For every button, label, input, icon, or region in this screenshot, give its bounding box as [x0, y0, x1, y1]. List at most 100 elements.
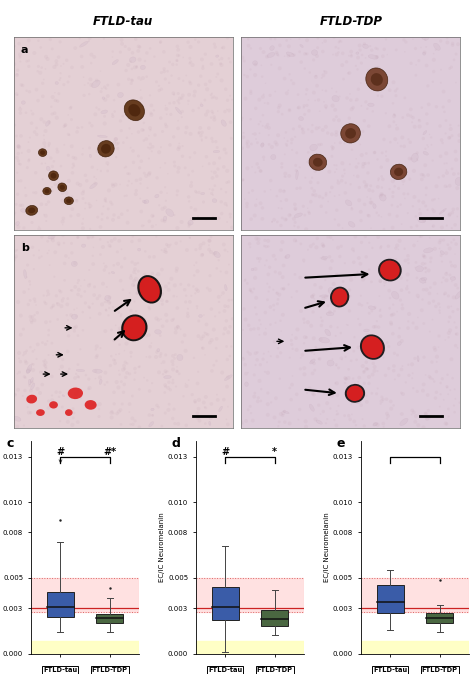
Point [30, 264, 37, 274]
Point [111, 358, 119, 369]
Point [337, 137, 344, 148]
Point [343, 92, 351, 103]
Point [283, 139, 290, 150]
Point [333, 111, 340, 122]
Point [142, 330, 150, 341]
Point [326, 166, 333, 177]
Point [46, 259, 54, 270]
Point [42, 298, 50, 309]
Point [244, 367, 252, 378]
Point [342, 177, 349, 188]
Ellipse shape [102, 97, 105, 99]
Point [275, 417, 283, 427]
Point [175, 142, 183, 152]
Point [341, 131, 349, 142]
Point [55, 285, 63, 296]
Point [130, 99, 137, 110]
Point [33, 129, 41, 140]
Point [357, 100, 365, 111]
Point [26, 86, 33, 97]
Point [170, 89, 178, 100]
Point [135, 266, 142, 276]
Point [398, 388, 405, 398]
Point [228, 94, 236, 105]
Point [398, 336, 406, 346]
Point [48, 390, 56, 401]
Point [414, 312, 422, 323]
Point [224, 401, 232, 412]
Point [390, 361, 398, 371]
Point [155, 269, 162, 280]
Point [392, 90, 400, 101]
Point [442, 128, 449, 139]
Point [192, 257, 200, 268]
Point [145, 302, 153, 313]
Point [426, 326, 434, 337]
Point [113, 408, 121, 419]
Point [372, 321, 379, 332]
Point [253, 194, 260, 205]
Point [51, 179, 59, 189]
Ellipse shape [345, 128, 356, 139]
Point [435, 299, 443, 309]
Point [255, 330, 263, 340]
Point [20, 420, 27, 431]
Ellipse shape [68, 388, 83, 399]
Point [208, 88, 216, 99]
Point [337, 241, 345, 251]
Point [115, 406, 123, 417]
Point [86, 278, 94, 289]
Ellipse shape [364, 329, 369, 332]
Point [22, 356, 29, 367]
Point [10, 209, 18, 220]
Ellipse shape [200, 104, 203, 106]
Point [77, 280, 85, 291]
Point [334, 243, 342, 253]
Point [240, 127, 247, 138]
Point [175, 73, 182, 84]
Point [29, 365, 37, 375]
Point [104, 80, 111, 90]
Point [300, 127, 307, 137]
Point [119, 111, 127, 121]
Point [375, 210, 383, 221]
Point [223, 267, 230, 278]
Point [42, 158, 49, 168]
Ellipse shape [397, 342, 401, 346]
Point [377, 304, 384, 315]
Point [404, 254, 412, 265]
Point [420, 171, 428, 181]
Point [314, 42, 321, 53]
Point [429, 155, 437, 166]
Point [214, 106, 221, 117]
Point [328, 142, 336, 152]
Point [437, 64, 445, 75]
Point [206, 184, 213, 195]
Point [127, 142, 135, 153]
Point [297, 272, 304, 283]
Point [395, 259, 402, 270]
Point [207, 232, 215, 243]
Point [255, 128, 263, 139]
Ellipse shape [313, 158, 323, 166]
Point [440, 235, 447, 245]
Point [250, 284, 258, 295]
Point [72, 42, 79, 53]
Point [251, 388, 259, 398]
Point [157, 67, 165, 78]
Point [354, 52, 362, 63]
Point [422, 408, 430, 419]
Point [365, 237, 373, 248]
Point [349, 373, 357, 384]
Point [131, 367, 139, 378]
Ellipse shape [348, 222, 355, 227]
Point [147, 108, 155, 119]
Point [11, 208, 19, 218]
Point [225, 177, 233, 187]
Ellipse shape [99, 379, 102, 384]
Point [286, 353, 293, 363]
Point [153, 313, 160, 324]
Point [115, 80, 122, 90]
Point [208, 92, 216, 103]
Ellipse shape [219, 406, 222, 412]
